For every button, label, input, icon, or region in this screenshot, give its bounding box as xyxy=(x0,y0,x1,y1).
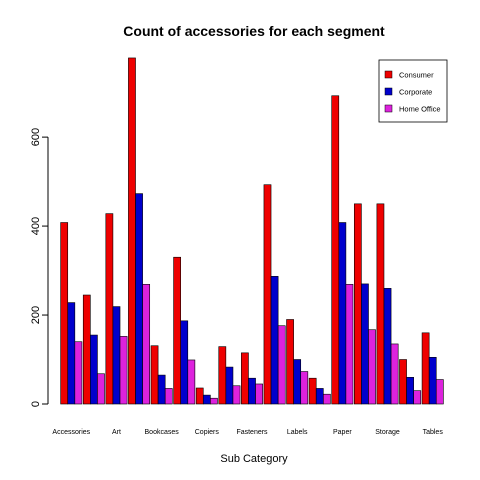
bar-tables-consumer xyxy=(421,332,430,405)
bar-chairs-consumer xyxy=(173,256,181,405)
bar-appliances-home-office xyxy=(97,373,105,405)
bar-machines-home-office xyxy=(323,393,331,405)
bar-phones-consumer xyxy=(353,203,362,405)
chart-title: Count of accessories for each segment xyxy=(123,23,385,39)
bar-storage-corporate xyxy=(383,288,392,405)
bar-bookcases-corporate xyxy=(157,374,166,405)
bar-bookcases-home-office xyxy=(164,388,173,405)
bar-fasteners-corporate xyxy=(248,377,256,405)
bar-appliances-corporate xyxy=(90,334,98,405)
bar-envelopes-consumer xyxy=(218,346,227,405)
x-tick-label: Fasteners xyxy=(236,429,268,436)
legend-label: Consumer xyxy=(399,71,434,80)
bar-storage-consumer xyxy=(376,203,385,405)
y-tick-label: 200 xyxy=(30,306,42,324)
bar-phones-home-office xyxy=(368,329,376,405)
x-tick-label: Copiers xyxy=(195,429,220,436)
bar-envelopes-home-office xyxy=(232,385,241,405)
bars-group xyxy=(60,57,444,405)
bar-binders-home-office xyxy=(142,284,151,405)
bar-fasteners-home-office xyxy=(255,383,263,405)
bar-binders-consumer xyxy=(128,57,136,405)
bar-chairs-corporate xyxy=(180,320,189,405)
x-tick-label: Accessories xyxy=(52,429,90,436)
legend-swatch xyxy=(384,70,393,79)
bar-fasteners-consumer xyxy=(241,352,249,405)
bar-machines-corporate xyxy=(315,388,324,405)
bar-paper-home-office xyxy=(345,284,354,405)
legend: Consumer Corporate Home Office xyxy=(378,59,448,123)
x-axis-labels: Accessories Art Bookcases Copiers Fasteners L… xyxy=(52,429,443,436)
y-axis: 0 200 400 600 xyxy=(30,128,49,407)
bar-supplies-corporate xyxy=(406,377,414,405)
bar-storage-home-office xyxy=(390,343,399,405)
bar-envelopes-corporate xyxy=(225,366,234,405)
bar-art-corporate xyxy=(112,306,121,405)
y-tick-label: 0 xyxy=(30,401,42,407)
legend-label: Home Office xyxy=(399,105,441,114)
bar-art-consumer xyxy=(105,213,114,405)
bar-art-home-office xyxy=(119,336,128,405)
bar-furnishings-corporate xyxy=(270,276,279,405)
bar-appliances-consumer xyxy=(82,294,91,405)
x-tick-label: Bookcases xyxy=(145,429,180,436)
bar-labels-consumer xyxy=(286,319,294,405)
x-tick-label: Art xyxy=(112,429,121,436)
bar-furnishings-consumer xyxy=(263,184,272,405)
bar-furnishings-home-office xyxy=(277,325,286,405)
bar-accessories-consumer xyxy=(60,222,69,405)
bar-bookcases-consumer xyxy=(150,345,159,405)
legend-swatch xyxy=(384,87,393,96)
y-tick-label: 600 xyxy=(30,128,42,146)
x-tick-label: Labels xyxy=(287,429,308,436)
bar-copiers-corporate xyxy=(202,394,211,405)
legend-swatch xyxy=(384,104,393,113)
bar-accessories-corporate xyxy=(67,302,76,405)
bar-tables-corporate xyxy=(428,356,437,405)
bar-labels-corporate xyxy=(293,359,302,405)
bar-supplies-home-office xyxy=(413,390,422,405)
bar-machines-consumer xyxy=(308,377,317,405)
y-tick-label: 400 xyxy=(30,217,42,235)
x-tick-label: Paper xyxy=(333,429,352,436)
bar-supplies-consumer xyxy=(399,359,407,405)
bar-accessories-home-office xyxy=(74,341,83,405)
bar-chairs-home-office xyxy=(187,359,196,405)
legend-label: Corporate xyxy=(399,88,432,97)
bar-copiers-consumer xyxy=(195,387,204,405)
bar-phones-corporate xyxy=(361,283,369,405)
bar-tables-home-office xyxy=(435,379,444,405)
bar-paper-corporate xyxy=(338,222,347,405)
bar-binders-corporate xyxy=(135,193,143,405)
x-tick-label: Tables xyxy=(423,429,444,436)
bar-labels-home-office xyxy=(300,371,309,405)
bar-copiers-home-office xyxy=(210,397,218,405)
x-tick-label: Storage xyxy=(375,429,400,436)
x-axis-title: Sub Category xyxy=(220,453,288,465)
bar-paper-consumer xyxy=(331,95,340,405)
